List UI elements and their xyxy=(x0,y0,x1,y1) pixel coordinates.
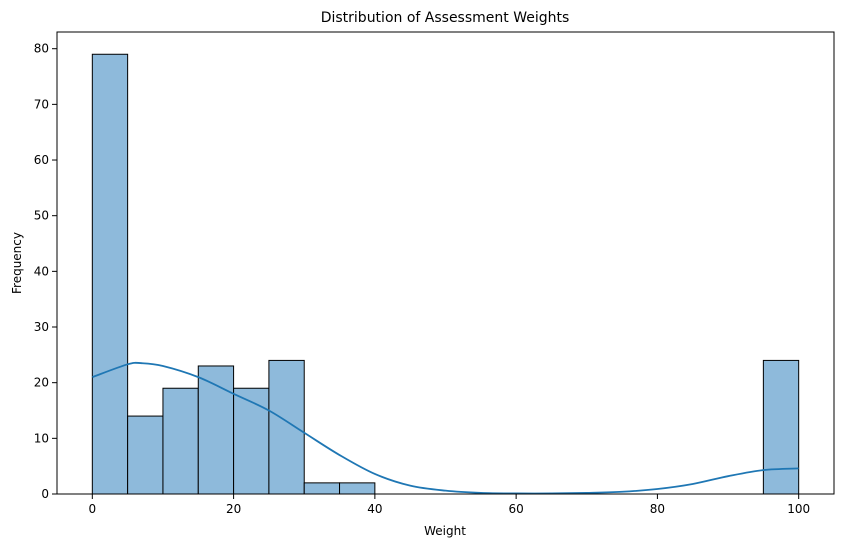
x-axis-ticks: 0 20 40 60 80 100 xyxy=(88,494,810,516)
histogram-bar-0 xyxy=(91,53,129,495)
histogram-bar-4 xyxy=(233,387,270,495)
x-tick-label-80: 80 xyxy=(650,502,665,516)
chart-title: Distribution of Assessment Weights xyxy=(321,10,570,26)
y-tick-label-30: 30 xyxy=(34,320,49,334)
histogram-bar-19 xyxy=(762,359,800,495)
x-tick-label-60: 60 xyxy=(508,502,523,516)
y-tick-label-40: 40 xyxy=(34,264,49,278)
histogram-bar-5 xyxy=(268,359,305,495)
x-tick-label-20: 20 xyxy=(226,502,241,516)
histogram-bar-1 xyxy=(127,415,164,495)
x-axis-label: Weight xyxy=(424,524,466,538)
x-tick-label-100: 100 xyxy=(787,502,810,516)
y-axis-ticks: 0 10 20 30 40 50 60 70 80 xyxy=(34,42,57,501)
bars-layer xyxy=(91,53,800,495)
y-tick-label-20: 20 xyxy=(34,376,49,390)
y-tick-label-60: 60 xyxy=(34,153,49,167)
histogram-bar-2 xyxy=(162,387,199,495)
y-tick-label-50: 50 xyxy=(34,209,49,223)
y-tick-label-0: 0 xyxy=(41,487,49,501)
y-tick-label-10: 10 xyxy=(34,431,49,445)
kde-curve xyxy=(92,361,799,495)
histogram-bar-7 xyxy=(339,482,376,495)
y-tick-label-80: 80 xyxy=(34,42,49,56)
x-tick-label-0: 0 xyxy=(88,502,96,516)
x-tick-label-40: 40 xyxy=(367,502,382,516)
histogram-bar-3 xyxy=(197,365,235,495)
y-axis-label: Frequency xyxy=(10,232,24,294)
histogram-bar-6 xyxy=(303,482,341,495)
plot-frame xyxy=(56,31,835,495)
y-tick-label-70: 70 xyxy=(34,97,49,111)
